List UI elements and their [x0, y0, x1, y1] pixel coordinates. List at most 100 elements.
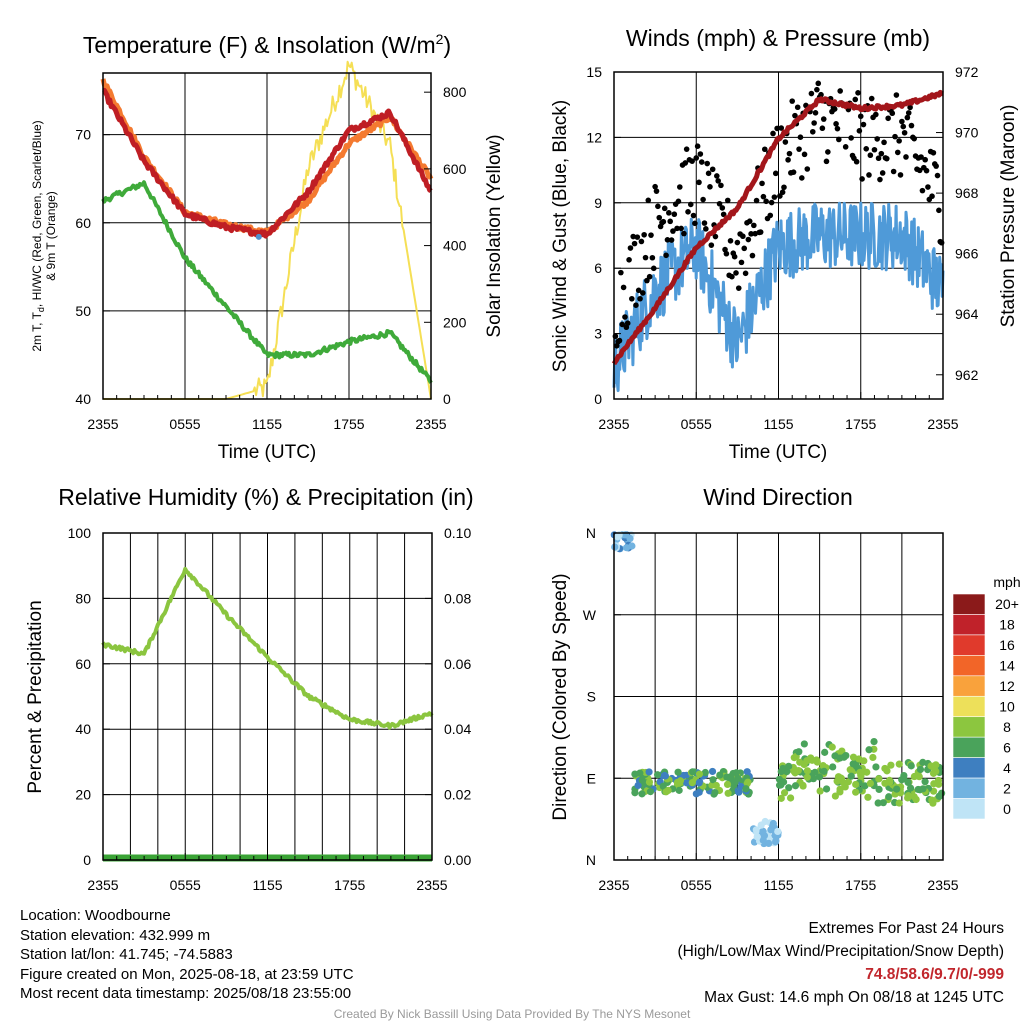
y-tick-label: 40	[75, 721, 91, 737]
direction-point	[723, 780, 732, 788]
y2-tick-label: 964	[955, 306, 979, 322]
direction-point	[860, 757, 868, 765]
gust-point	[890, 168, 897, 175]
gust-point	[748, 231, 754, 237]
direction-point	[742, 785, 750, 793]
direction-point	[695, 788, 703, 796]
wind-x-label: Time (UTC)	[729, 442, 828, 463]
gust-point	[918, 154, 924, 160]
colorbar-swatch	[952, 736, 986, 758]
y2-tick-label: 0.10	[444, 525, 471, 541]
gust-point	[892, 133, 898, 140]
direction-point	[732, 769, 740, 777]
direction-point	[872, 763, 880, 771]
gust-point	[779, 189, 786, 196]
gust-point	[734, 239, 741, 246]
direction-point	[752, 826, 760, 834]
x-tick-label: 1155	[763, 877, 793, 893]
direction-point	[916, 765, 925, 773]
gust-point	[620, 284, 627, 291]
direction-point	[760, 832, 769, 840]
gust-point	[856, 128, 863, 134]
max-gust: Max Gust: 14.6 mph On 08/18 at 1245 UTC	[704, 989, 1004, 1006]
x-tick-label: 2355	[927, 416, 958, 432]
direction-point	[744, 778, 752, 786]
gust-point	[689, 158, 695, 164]
direction-point	[638, 790, 646, 798]
gust-point	[649, 254, 656, 261]
gust-point	[616, 337, 623, 344]
gust-point	[761, 146, 768, 153]
gust-point	[674, 225, 680, 232]
y-tick-label: 60	[75, 215, 91, 231]
direction-x-ticks: 2355 0555 1155 1755 2355	[598, 853, 959, 893]
direction-point	[791, 769, 799, 777]
gust-point	[724, 197, 731, 204]
meteogram-charts: Temperature (F) & Insolation (W/m2) 4050…	[25, 25, 1021, 893]
y-tick-label: 80	[75, 590, 91, 606]
gust-point	[685, 209, 691, 215]
colorbar-label: 8	[1003, 719, 1011, 735]
gust-point	[740, 233, 746, 240]
direction-point	[701, 768, 709, 777]
x-tick-label: 1155	[763, 416, 793, 432]
x-tick-label: 1755	[333, 416, 364, 432]
y2-tick-label: 200	[443, 314, 467, 330]
y-tick-label: 0	[83, 852, 91, 868]
direction-point	[930, 780, 938, 788]
direction-point	[767, 826, 775, 834]
direction-point	[869, 753, 877, 762]
direction-point	[716, 771, 724, 779]
direction-point	[870, 737, 878, 746]
gust-point	[738, 259, 745, 266]
gust-point	[681, 230, 687, 237]
gust-point	[796, 146, 802, 152]
direction-point	[791, 782, 800, 790]
x-tick-label: 2355	[415, 416, 446, 432]
gust-point	[655, 203, 661, 210]
direction-point	[674, 768, 682, 776]
gust-point	[745, 236, 752, 243]
gust-point	[900, 123, 907, 130]
pressure-y-label: Station Pressure (Maroon)	[998, 105, 1019, 328]
colorbar-swatch	[952, 593, 986, 615]
y2-tick-label: 0.00	[444, 852, 471, 868]
gust-point	[705, 170, 712, 177]
gust-point	[648, 232, 654, 238]
gust-point	[833, 121, 839, 127]
gust-point	[697, 151, 704, 157]
gust-point	[652, 183, 658, 190]
direction-point	[885, 793, 893, 801]
station-location: Location: Woodbourne	[20, 907, 171, 924]
direction-point	[820, 767, 828, 775]
gust-point	[883, 155, 890, 162]
direction-point	[865, 746, 873, 754]
gust-point	[893, 92, 900, 98]
direction-grid	[614, 533, 943, 860]
gust-point	[729, 273, 735, 280]
direction-point	[645, 768, 653, 776]
direction-point	[735, 788, 743, 796]
gust-point	[677, 184, 683, 190]
direction-point	[895, 760, 903, 768]
colorbar-label: 20+	[995, 596, 1019, 612]
y-tick-label: 40	[75, 391, 91, 407]
x-tick-label: 1155	[252, 877, 282, 893]
gust-point	[868, 95, 875, 102]
y-tick-label: 9	[594, 195, 602, 211]
gust-point	[707, 184, 713, 190]
speed-colorbar: 20+ 18 16 14 12 10 8 6 4 2 0	[952, 593, 1019, 820]
gust-point	[753, 197, 760, 204]
y2-tick-label: 0	[443, 391, 451, 407]
direction-point	[753, 833, 761, 841]
gust-point	[911, 135, 918, 142]
gust-point	[894, 149, 901, 156]
x-tick-label: 1755	[334, 877, 365, 893]
colorbar-swatch	[952, 614, 986, 636]
gust-point	[687, 201, 694, 208]
gust-point	[875, 155, 882, 162]
gust-point	[757, 229, 764, 235]
gust-point	[650, 265, 657, 272]
wind-x-ticks: 2355 0555 1155 1755 2355	[598, 392, 959, 432]
direction-point	[919, 758, 927, 766]
